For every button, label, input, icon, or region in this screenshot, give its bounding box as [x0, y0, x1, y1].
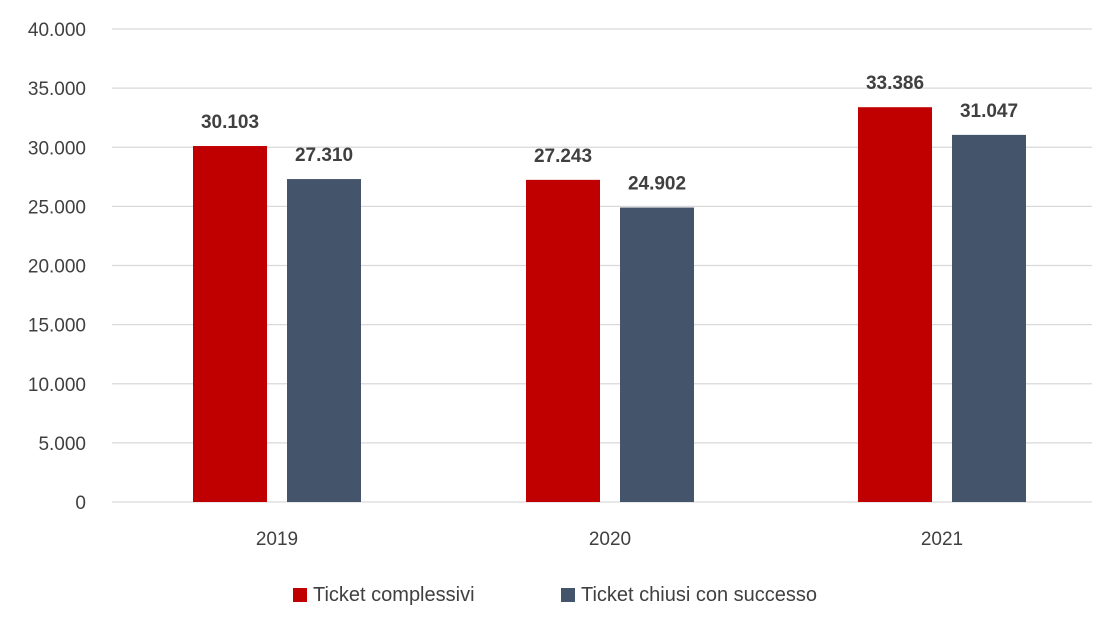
data-label: 24.902 — [628, 174, 686, 195]
data-label: 27.243 — [534, 146, 592, 167]
legend-swatch — [293, 588, 307, 602]
bar — [858, 107, 932, 503]
x-tick-label: 2021 — [921, 529, 963, 550]
y-tick-label: 0 — [75, 493, 86, 514]
y-tick-label: 20.000 — [28, 257, 86, 278]
y-tick-label: 5.000 — [38, 434, 86, 455]
bar — [193, 146, 267, 502]
legend-label: Ticket complessivi — [313, 584, 475, 606]
y-tick-label: 30.000 — [28, 138, 86, 159]
legend-swatch — [561, 588, 575, 602]
y-tick-label: 35.000 — [28, 79, 86, 100]
bars — [193, 107, 1026, 503]
x-axis: 2019 2020 2021 — [256, 529, 963, 550]
data-label: 31.047 — [960, 101, 1018, 122]
legend: Ticket complessivi Ticket chiusi con succ… — [293, 584, 817, 606]
gridlines — [112, 28, 1092, 503]
data-label: 27.310 — [295, 145, 353, 166]
x-tick-label: 2020 — [589, 529, 631, 550]
x-tick-label: 2019 — [256, 529, 298, 550]
bar — [952, 134, 1026, 502]
data-label: 33.386 — [866, 73, 924, 94]
y-tick-label: 25.000 — [28, 197, 86, 218]
bar — [526, 179, 600, 502]
y-tick-label: 15.000 — [28, 316, 86, 337]
y-axis: 0 5.000 10.000 15.000 20.000 25.000 30.000 35.0… — [28, 20, 86, 514]
bar — [620, 207, 694, 502]
legend-label: Ticket chiusi con successo — [581, 584, 817, 606]
data-labels: 30.103 27.310 27.243 24.902 33.386 31.047 — [201, 73, 1018, 194]
y-tick-label: 40.000 — [28, 20, 86, 41]
y-tick-label: 10.000 — [28, 375, 86, 396]
data-label: 30.103 — [201, 112, 259, 133]
bar — [287, 179, 361, 502]
